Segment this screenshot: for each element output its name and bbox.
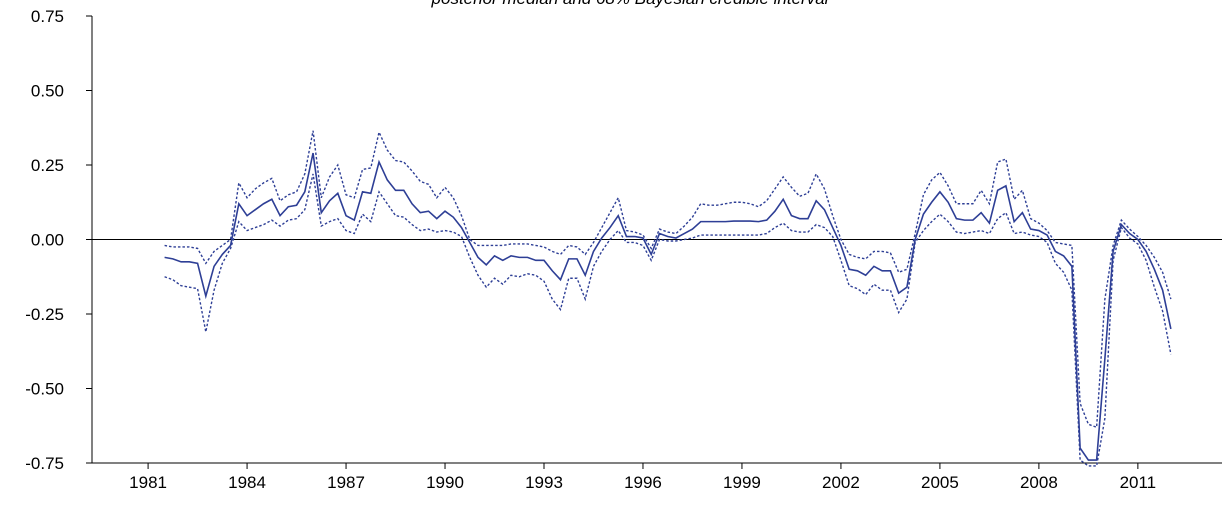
y-tick-label: -0.25 xyxy=(25,305,64,324)
x-tick-label: 1993 xyxy=(525,473,563,492)
y-tick-label: -0.50 xyxy=(25,380,64,399)
x-tick-label: 1984 xyxy=(228,473,266,492)
series-line xyxy=(164,152,1172,461)
y-tick-label: 0.25 xyxy=(31,156,64,175)
x-tick-label: 1990 xyxy=(426,473,464,492)
x-tick-label: 2005 xyxy=(921,473,959,492)
y-tick-label: -0.75 xyxy=(25,454,64,473)
x-tick-label: 2002 xyxy=(822,473,860,492)
x-tick-label: 2008 xyxy=(1020,473,1058,492)
series-line xyxy=(164,130,1172,429)
y-tick-label: 0.75 xyxy=(31,7,64,26)
y-tick-label: 0.50 xyxy=(31,82,64,101)
chart-title: posterior median and 68% Bayesian credib… xyxy=(431,0,830,8)
x-tick-label: 1987 xyxy=(327,473,365,492)
y-tick-label: 0.00 xyxy=(31,231,64,250)
x-tick-label: 2011 xyxy=(1120,473,1157,492)
x-tick-label: 1999 xyxy=(723,473,761,492)
x-tick-label: 1996 xyxy=(624,473,662,492)
x-tick-label: 1981 xyxy=(129,473,167,492)
series-line xyxy=(164,173,1172,467)
